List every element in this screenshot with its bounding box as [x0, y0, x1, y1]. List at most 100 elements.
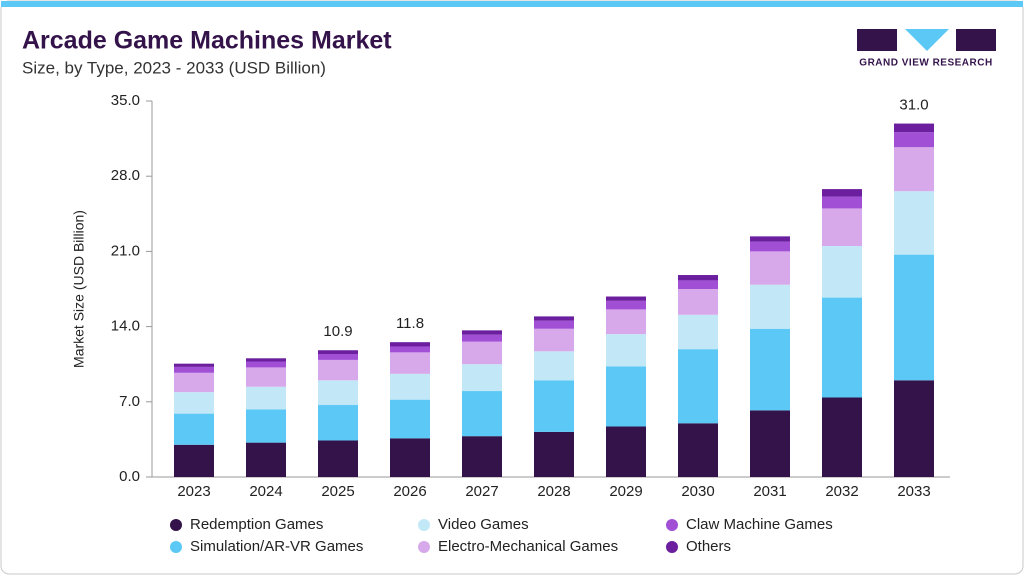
- bar-segment: [174, 413, 214, 445]
- bar-segment: [678, 275, 718, 281]
- bar-segment: [318, 353, 358, 360]
- total-label: 10.9: [323, 323, 352, 340]
- bar-segment: [750, 251, 790, 285]
- bar-segment: [246, 358, 286, 362]
- legend-label: Claw Machine Games: [686, 516, 833, 533]
- bar-segment: [318, 405, 358, 441]
- bar-segment: [534, 328, 574, 352]
- bar-segment: [750, 236, 790, 242]
- bar-segment: [390, 373, 430, 400]
- x-tick-label: 2028: [537, 483, 570, 500]
- bar-segment: [174, 366, 214, 373]
- legend-label: Electro-Mechanical Games: [438, 538, 618, 555]
- bar-segment: [678, 289, 718, 315]
- bar-segment: [318, 359, 358, 381]
- bar-segment: [606, 334, 646, 367]
- legend-swatch: [418, 541, 430, 553]
- legend-swatch: [170, 519, 182, 531]
- bar-segment: [822, 208, 862, 247]
- y-tick-label: 35.0: [111, 92, 140, 109]
- bar-segment: [174, 444, 214, 477]
- bar-segment: [606, 296, 646, 301]
- bar-segment: [318, 440, 358, 477]
- bar-segment: [894, 254, 934, 381]
- bar-segment: [390, 438, 430, 477]
- bar-segment: [606, 426, 646, 477]
- x-tick-label: 2026: [393, 483, 426, 500]
- bar-segment: [534, 380, 574, 432]
- legend-label: Redemption Games: [190, 516, 323, 533]
- bar-segment: [534, 431, 574, 477]
- bar-segment: [534, 320, 574, 329]
- bar-segment: [246, 361, 286, 368]
- y-tick-label: 21.0: [111, 242, 140, 259]
- x-tick-label: 2033: [897, 483, 930, 500]
- y-tick-label: 14.0: [111, 318, 140, 335]
- legend-swatch: [666, 541, 678, 553]
- bar-segment: [462, 364, 502, 392]
- bar-segment: [750, 328, 790, 411]
- bar-segment: [462, 436, 502, 477]
- bar-segment: [678, 314, 718, 350]
- bar-segment: [246, 442, 286, 477]
- x-tick-label: 2027: [465, 483, 498, 500]
- bar-segment: [750, 410, 790, 477]
- legend-swatch: [170, 541, 182, 553]
- x-tick-label: 2024: [249, 483, 282, 500]
- y-tick-label: 0.0: [119, 468, 140, 485]
- bar-segment: [894, 123, 934, 133]
- bar-segment: [462, 330, 502, 335]
- x-tick-label: 2030: [681, 483, 714, 500]
- x-tick-label: 2032: [825, 483, 858, 500]
- y-tick-label: 7.0: [119, 393, 140, 410]
- total-label: 11.8: [396, 315, 424, 332]
- x-tick-label: 2025: [321, 483, 354, 500]
- bar-segment: [750, 284, 790, 329]
- bar-segment: [894, 380, 934, 477]
- bar-segment: [894, 132, 934, 148]
- bar-segment: [822, 297, 862, 398]
- x-tick-label: 2023: [177, 483, 210, 500]
- y-axis-label: Market Size (USD Billion): [71, 210, 87, 368]
- top-stripe: [1, 1, 1023, 7]
- bar-segment: [462, 391, 502, 437]
- bar-segment: [174, 372, 214, 393]
- bar-segment: [822, 189, 862, 197]
- chart-subtitle: Size, by Type, 2023 - 2033 (USD Billion): [22, 58, 326, 77]
- legend-swatch: [666, 519, 678, 531]
- bar-segment: [678, 423, 718, 477]
- bar-segment: [390, 346, 430, 353]
- bar-segment: [534, 351, 574, 381]
- bar-segment: [894, 191, 934, 255]
- bar-segment: [822, 397, 862, 477]
- bar-segment: [534, 316, 574, 321]
- legend-label: Video Games: [438, 516, 529, 533]
- bar-segment: [390, 352, 430, 374]
- bar-segment: [462, 341, 502, 365]
- bar-segment: [750, 241, 790, 252]
- bar-segment: [390, 342, 430, 347]
- bar-segment: [318, 350, 358, 354]
- bar-segment: [246, 367, 286, 387]
- x-tick-label: 2031: [753, 483, 786, 500]
- legend-label: Simulation/AR-VR Games: [190, 538, 363, 555]
- bar-segment: [174, 363, 214, 367]
- bar-segment: [390, 399, 430, 439]
- x-tick-label: 2029: [609, 483, 642, 500]
- total-label: 31.0: [899, 97, 928, 114]
- bar-segment: [894, 147, 934, 192]
- bar-segment: [822, 246, 862, 298]
- y-tick-label: 28.0: [111, 167, 140, 184]
- bar-segment: [606, 300, 646, 310]
- bar-segment: [462, 334, 502, 342]
- bar-segment: [246, 386, 286, 410]
- bar-segment: [678, 280, 718, 289]
- bar-segment: [318, 380, 358, 406]
- bar-segment: [606, 309, 646, 335]
- legend-label: Others: [686, 538, 731, 555]
- bar-segment: [822, 196, 862, 209]
- logo: GRAND VIEW RESEARCH: [857, 29, 996, 69]
- brand: GRAND VIEW RESEARCH: [859, 58, 992, 69]
